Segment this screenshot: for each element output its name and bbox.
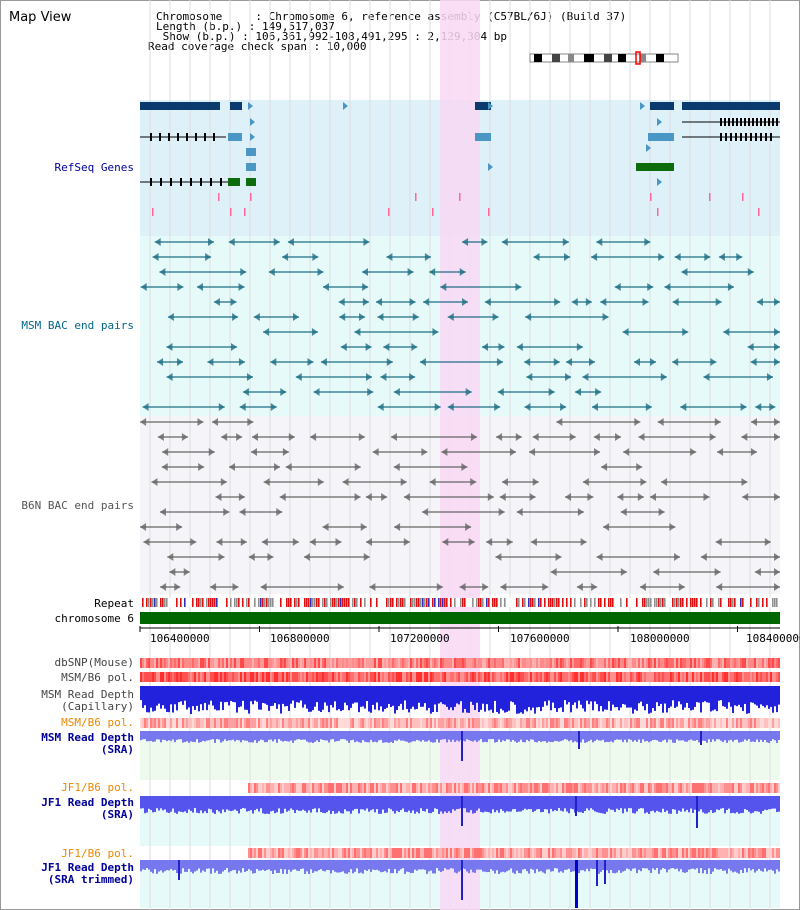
msm-read-depth-capillary-sublabel: (Capillary) bbox=[61, 700, 134, 713]
msm-read-depth-capillary-label[interactable]: MSM Read Depth bbox=[41, 688, 134, 701]
position-axis bbox=[139, 626, 780, 632]
repeat-label: Repeat bbox=[94, 597, 134, 610]
msm-bac-pair-features bbox=[140, 238, 780, 411]
axis-tick-label: 107200000 bbox=[390, 632, 450, 645]
b6n-bac-end-pairs-label[interactable]: B6N BAC end pairs bbox=[21, 499, 134, 512]
depth-tracks bbox=[140, 686, 780, 908]
coverage-span-info: Read coverage check span : 10,000 bbox=[148, 40, 367, 53]
view-title: Map View bbox=[9, 10, 72, 25]
jf1-b6-pol-trimmed-label[interactable]: JF1/B6 pol. bbox=[61, 847, 134, 860]
axis-tick-label: 106400000 bbox=[150, 632, 210, 645]
dbsnp-label[interactable]: dbSNP(Mouse) bbox=[54, 656, 134, 669]
chromosome-bar bbox=[140, 612, 780, 624]
axis-tick-label: 107600000 bbox=[510, 632, 570, 645]
refseq-gene-features bbox=[140, 102, 780, 216]
jf1-read-depth-trimmed-label[interactable]: JF1 Read Depth bbox=[41, 861, 134, 874]
jf1-read-depth-label[interactable]: JF1 Read Depth bbox=[41, 796, 134, 809]
chromosome-label: chromosome 6 bbox=[54, 612, 134, 625]
axis-tick-label: 108400000 bbox=[746, 632, 800, 645]
msm-read-depth-sra-sublabel: (SRA) bbox=[100, 743, 134, 756]
msm-b6-pol-sra-label[interactable]: MSM/B6 pol. bbox=[61, 716, 134, 729]
refseq-genes-label[interactable]: RefSeq Genes bbox=[54, 161, 134, 174]
msm-b6-pol-label[interactable]: MSM/B6 pol. bbox=[61, 671, 134, 684]
jf1-read-depth-trimmed-sublabel: (SRA trimmed) bbox=[47, 873, 134, 886]
ideogram-position-marker bbox=[635, 51, 641, 65]
axis-tick-label: 106800000 bbox=[270, 632, 330, 645]
b6n-bac-pair-features bbox=[140, 418, 780, 591]
axis-tick-label: 108000000 bbox=[630, 632, 690, 645]
repeat-track bbox=[140, 598, 780, 607]
heat-tracks bbox=[140, 658, 780, 858]
msm-bac-end-pairs-label[interactable]: MSM BAC end pairs bbox=[21, 319, 134, 332]
msm-read-depth-sra-label[interactable]: MSM Read Depth bbox=[41, 731, 134, 744]
jf1-b6-pol-label[interactable]: JF1/B6 pol. bbox=[61, 781, 134, 794]
grid-lines bbox=[149, 0, 771, 910]
jf1-read-depth-sublabel: (SRA) bbox=[100, 808, 134, 821]
length-info: Length (b.p.) : 149,517,037 bbox=[156, 20, 335, 33]
chromosome-ideogram[interactable] bbox=[529, 51, 679, 65]
